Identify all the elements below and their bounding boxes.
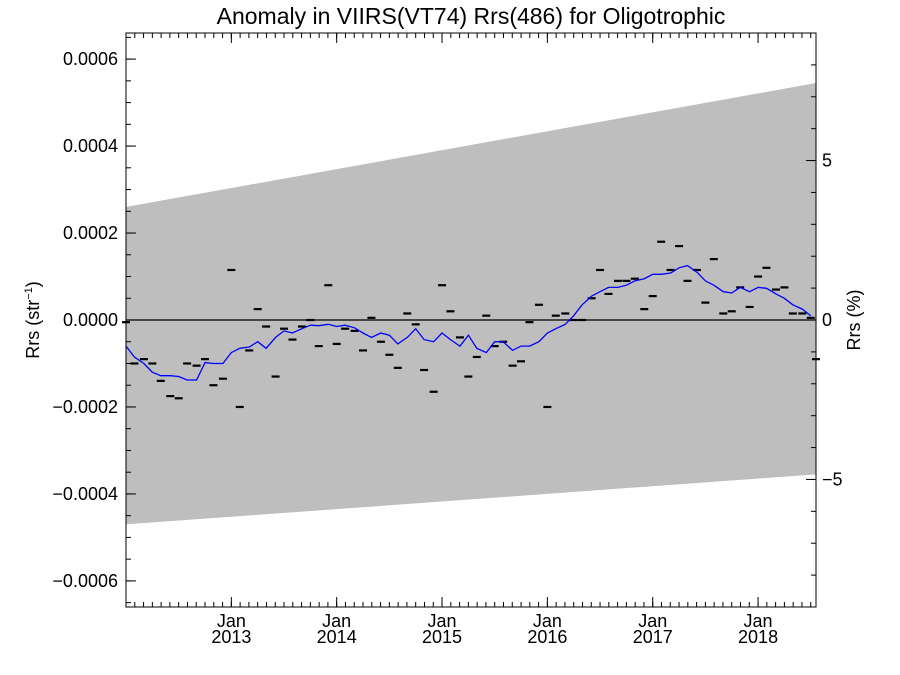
y-tick-label-left: −0.0004 bbox=[52, 484, 118, 504]
x-tick-label-year: 2013 bbox=[211, 627, 251, 647]
y-tick-label-left: 0.0004 bbox=[63, 136, 118, 156]
x-tick-label-month: Jan bbox=[638, 611, 667, 631]
y-tick-label-left: −0.0006 bbox=[52, 571, 118, 591]
uncertainty-band-layer bbox=[126, 83, 816, 525]
y-axis-label-left-superscript: −1 bbox=[23, 287, 35, 300]
x-tick-label-month: Jan bbox=[322, 611, 351, 631]
x-tick-label-year: 2017 bbox=[633, 627, 673, 647]
y-tick-label-left: −0.0002 bbox=[52, 397, 118, 417]
y-axis-label-left-base: Rrs (str bbox=[23, 300, 43, 359]
chart-title: Anomaly in VIIRS(VT74) Rrs(486) for Olig… bbox=[217, 3, 726, 29]
x-tick-label-month: Jan bbox=[533, 611, 562, 631]
y-tick-label-right: 5 bbox=[822, 151, 832, 171]
y-tick-label-right: 0 bbox=[822, 310, 832, 330]
uncertainty-band bbox=[126, 83, 816, 525]
y-tick-label-right: −5 bbox=[822, 469, 843, 489]
y-axis-label-left: Rrs (str−1) bbox=[23, 281, 43, 359]
axes-layer: 0.0006 0.0004 0.0002 0.0000 −0.0002 −0.0004 −0… bbox=[52, 32, 843, 647]
running-mean-line bbox=[125, 264, 812, 381]
x-tick-label-month: Jan bbox=[217, 611, 246, 631]
y-tick-label-left: 0.0000 bbox=[63, 310, 118, 330]
y-axis-label-right: Rrs (%) bbox=[844, 290, 864, 351]
x-tick-label-year: 2018 bbox=[738, 627, 778, 647]
x-tick-label-month: Jan bbox=[428, 611, 457, 631]
x-tick-label-month: Jan bbox=[744, 611, 773, 631]
y-axis-label-left-close: ) bbox=[23, 281, 43, 287]
y-tick-label-left: 0.0006 bbox=[63, 49, 118, 69]
series-layer bbox=[122, 240, 820, 409]
x-tick-label-year: 2015 bbox=[422, 627, 462, 647]
y-tick-label-left: 0.0002 bbox=[63, 223, 118, 243]
x-tick-label-year: 2016 bbox=[527, 627, 567, 647]
x-tick-label-year: 2014 bbox=[317, 627, 357, 647]
